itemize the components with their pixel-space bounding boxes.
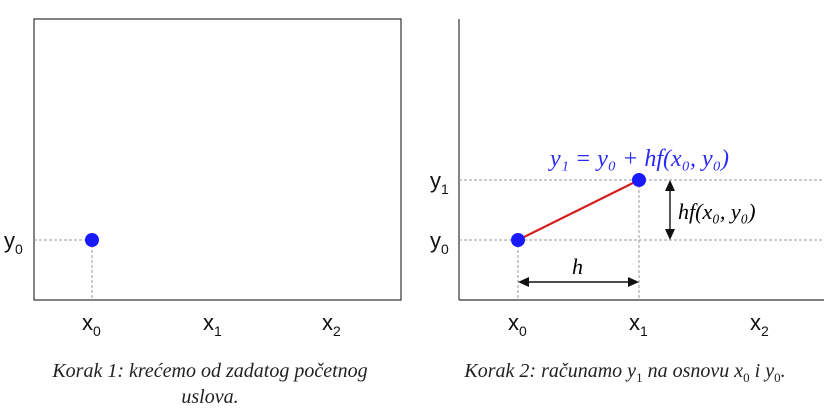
panel-step-1: y0 x0 x1 x2 (4, 18, 402, 339)
caption-step-1-line2: uslova. (181, 386, 239, 408)
start-point (511, 233, 525, 247)
panel1-x1-label: x1 (203, 310, 222, 339)
caption-step-2-y0: y0 (765, 360, 781, 385)
rise-arrow (665, 180, 675, 240)
step-h-arrow (518, 277, 639, 287)
caption-step-2: Korak 2: računamo y1 na osnovu x0 i y0. (425, 358, 825, 391)
euler-step-segment (517, 179, 640, 241)
panel1-x2-label: x2 (322, 310, 341, 339)
panel2-x1-label: x1 (629, 310, 648, 339)
rise-label: hf(x₀, y₀) (678, 199, 756, 224)
panel2-y1-label: y1 (430, 168, 449, 197)
panel2-y0-label: y0 (430, 228, 449, 257)
caption-step-1: Korak 1: krećemo od zadatog početnog usl… (20, 358, 400, 410)
caption-step-2-and: i (749, 360, 766, 382)
euler-formula: y₁ = y₀ + hf(x₀, y₀) (548, 146, 729, 172)
caption-step-2-prefix: Korak 2: računamo (464, 360, 628, 382)
panel2-x0-label: x0 (508, 310, 527, 339)
caption-step-1-line1: Korak 1: krećemo od zadatog početnog (52, 360, 368, 382)
initial-point (85, 233, 99, 247)
step-h-label: h (572, 254, 583, 279)
caption-step-2-end: . (780, 360, 786, 382)
next-point (632, 173, 646, 187)
panel1-y0-label: y0 (4, 228, 23, 257)
panel-step-2: h hf(x₀, y₀) y₁ = y₀ + hf(x₀, y₀) y1 y0 … (430, 19, 824, 339)
caption-step-2-x0: x0 (734, 360, 750, 385)
panel1-x0-label: x0 (82, 310, 101, 339)
caption-step-2-mid: na osnovu (642, 360, 735, 382)
panel1-frame (33, 18, 402, 301)
caption-step-2-y1: y1 (627, 360, 643, 385)
panel2-x2-label: x2 (750, 310, 769, 339)
